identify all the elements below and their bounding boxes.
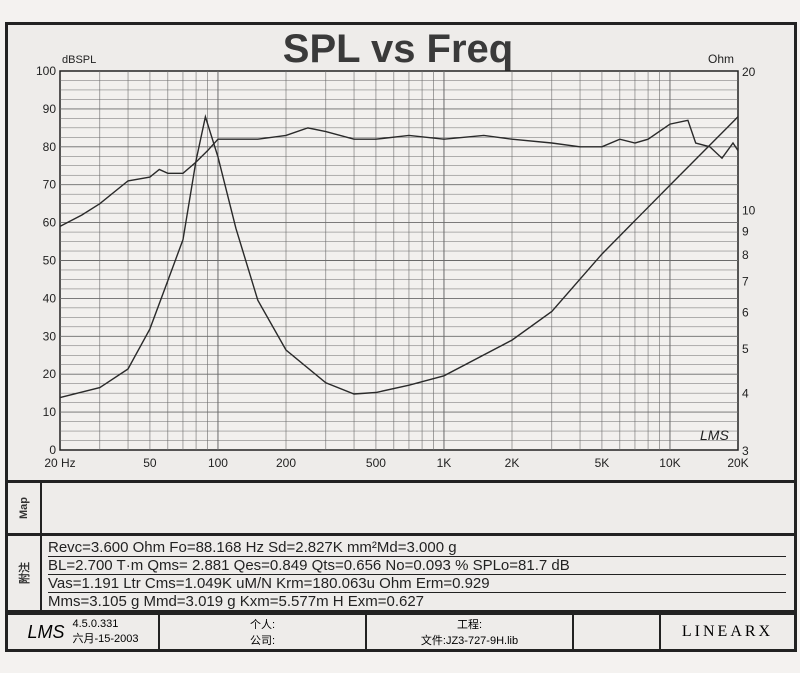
x-tick-label: 50 (143, 456, 157, 470)
params-section: 附注 Revc=3.600 Ohm Fo=88.168 Hz Sd=2.827K… (5, 533, 797, 613)
x-tick-label: 5K (595, 456, 610, 470)
y-right-tick-label: 9 (742, 225, 749, 239)
param-line: BL=2.700 T·m Qms= 2.881 Qes=0.849 Qts=0.… (48, 557, 786, 575)
series-line-spl (59, 119, 739, 228)
y-left-tick-label: 0 (49, 443, 56, 457)
y-left-tick-label: 50 (43, 254, 57, 268)
file-label: 文件:JZ3-727-9H.lib (420, 635, 519, 647)
x-tick-label: 2K (505, 456, 520, 470)
y-left-tick-label: 60 (43, 216, 57, 230)
y-left-tick-label: 100 (36, 64, 56, 78)
lms-plot-logo: LMS (700, 427, 729, 443)
y-right-tick-label: 3 (742, 444, 749, 458)
person-label: 个人: (249, 619, 276, 631)
param-line: Mms=3.105 g Mmd=3.019 g Kxm=5.577m H Exm… (48, 593, 786, 611)
x-tick-label: 20K (727, 456, 748, 470)
x-tick-label: 20 Hz (44, 456, 75, 470)
map-section: Map (5, 480, 797, 536)
y-left-tick-label: 30 (43, 329, 57, 343)
linearx-brand: LINEARX (681, 623, 774, 640)
y-right-tick-label: 8 (742, 248, 749, 262)
x-tick-label: 200 (276, 456, 296, 470)
left-axis-label: dBSPL (62, 54, 96, 66)
y-right-tick-label: 4 (742, 387, 749, 401)
lms-logo: LMS (27, 621, 65, 642)
spl-vs-freq-chart: SPL vs Freq dBSPL Ohm 20 Hz 50 100 200 500 1K… (36, 27, 756, 470)
y-right-tick-label: 5 (742, 342, 749, 356)
x-tick-label: 100 (208, 456, 228, 470)
version: 4.5.0.331 (72, 618, 119, 630)
notes-label: 附注 (19, 562, 31, 584)
series-line-impedance (59, 114, 739, 399)
x-tick-label: 1K (437, 456, 452, 470)
chart-title: SPL vs Freq (283, 27, 513, 71)
param-line: Revc=3.600 Ohm Fo=88.168 Hz Sd=2.827K mm… (48, 539, 786, 557)
x-tick-label: 10K (659, 456, 680, 470)
y-left-tick-label: 40 (43, 291, 57, 305)
y-right-tick-label: 20 (742, 65, 756, 79)
y-right-tick-label: 7 (742, 275, 749, 289)
map-label: Map (18, 497, 30, 519)
footer: LMS 4.5.0.331 六月-15-2003 个人: 公司: 工程: 文件:JZ3… (5, 612, 797, 652)
y-left-tick-label: 70 (43, 178, 57, 192)
y-left-tick-label: 20 (43, 367, 57, 381)
param-line: Vas=1.191 Ltr Cms=1.049K uM/N Krm=180.06… (48, 575, 786, 593)
y-left-tick-label: 80 (43, 140, 57, 154)
y-left-tick-label: 90 (43, 102, 57, 116)
y-right-tick-label: 10 (742, 203, 756, 217)
date: 六月-15-2003 (72, 633, 139, 645)
company-label: 公司: (249, 635, 276, 647)
y-right-tick-label: 6 (742, 306, 749, 320)
right-axis-label: Ohm (708, 52, 734, 66)
y-left-tick-label: 10 (43, 405, 57, 419)
x-tick-label: 500 (366, 456, 386, 470)
project-label: 工程: (456, 619, 483, 631)
